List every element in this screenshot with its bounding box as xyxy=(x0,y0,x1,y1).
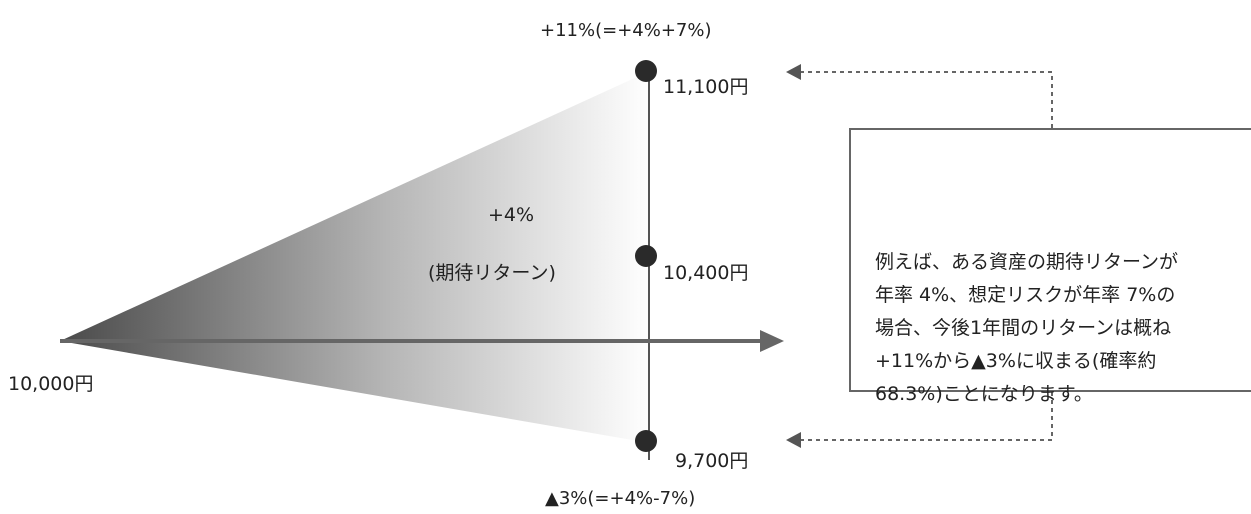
callout-line: 場合、今後1年間のリターンは概ね xyxy=(875,317,1172,339)
low-outcome-value: 9,700円 xyxy=(675,450,749,472)
risk-range-cone xyxy=(60,71,650,443)
low-callout-connector xyxy=(798,392,1053,441)
callout-line: 68.3%)ことになります。 xyxy=(875,383,1093,405)
callout-line: +11%から▲3%に収まる(確率約 xyxy=(875,350,1157,372)
callout-line: 年率 4%、想定リスクが年率 7%の xyxy=(875,284,1176,306)
high-outcome-value: 11,100円 xyxy=(663,76,749,98)
expected-outcome-dot xyxy=(635,245,657,267)
high-outcome-percent: +11%(=+4%+7%) xyxy=(540,20,712,41)
time-axis-arrowhead xyxy=(760,330,784,352)
callout-line: 例えば、ある資産の期待リターンが xyxy=(875,251,1179,273)
expected-return-caption: (期待リターン) xyxy=(428,262,556,284)
low-callout-arrowhead xyxy=(786,432,801,448)
high-outcome-dot xyxy=(635,60,657,82)
high-callout-arrowhead xyxy=(786,64,801,80)
low-outcome-percent: ▲3%(=+4%-7%) xyxy=(545,488,696,509)
explanation-callout-box: 例えば、ある資産の期待リターンが 年率 4%、想定リスクが年率 7%の 場合、今… xyxy=(849,128,1251,405)
low-outcome-dot xyxy=(635,430,657,452)
expected-outcome-value: 10,400円 xyxy=(663,262,749,284)
high-callout-connector xyxy=(798,71,1053,128)
expected-return-percent: +4% xyxy=(488,204,535,226)
starting-value: 10,000円 xyxy=(8,373,94,395)
